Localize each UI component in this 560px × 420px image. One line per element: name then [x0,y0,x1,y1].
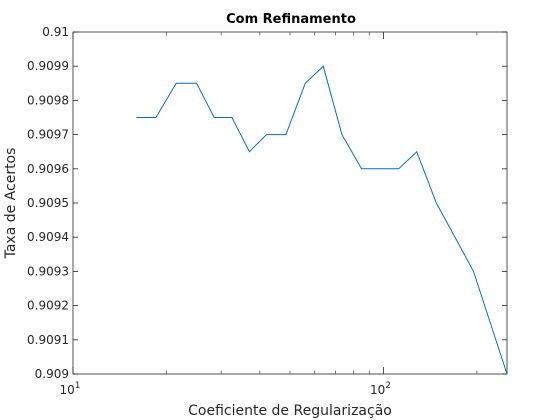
y-tick-label: 0.9096 [27,162,69,176]
data-point [435,202,438,205]
y-axis: 0.909 0.9091 0.9092 0.9093 0.9094 0.9095 0.909… [27,25,507,381]
plot-area [72,31,508,375]
y-tick-label: 0.9098 [27,93,69,107]
y-tick-label: 0.9095 [27,196,69,210]
y-tick-label: 0.9097 [27,128,69,142]
x-axis: 101 102 [59,32,478,397]
x-tick-label: 102 [370,381,391,397]
data-point [360,167,363,170]
data-point [135,116,138,119]
y-axis-label: Taxa de Acertos [3,148,19,260]
x-axis-label: Coeficiente de Regularização [188,403,392,419]
data-point [154,116,157,119]
data-point [230,116,233,119]
data-point [340,133,343,136]
x-tick-label: 101 [59,381,80,397]
data-point [454,236,457,239]
data-point [397,167,400,170]
y-tick-label: 0.91 [42,25,69,39]
data-point [378,167,381,170]
data-point [304,82,307,85]
chart-title: Com Refinamento [226,12,356,27]
data-point [175,82,178,85]
data-point [472,270,475,273]
series-group [135,65,509,376]
data-point [213,116,216,119]
y-tick-label: 0.9092 [27,299,69,313]
data-point [284,133,287,136]
y-tick-label: 0.9094 [27,230,69,244]
data-point [322,65,325,68]
y-tick-label: 0.909 [35,367,69,381]
data-point [265,133,268,136]
data-point [248,150,251,153]
data-point [506,373,509,376]
data-point [415,150,418,153]
series-line-1 [136,65,508,375]
y-tick-label: 0.9091 [27,333,69,347]
y-tick-label: 0.9099 [27,59,69,73]
y-tick-label: 0.9093 [27,264,69,278]
data-point [195,82,198,85]
